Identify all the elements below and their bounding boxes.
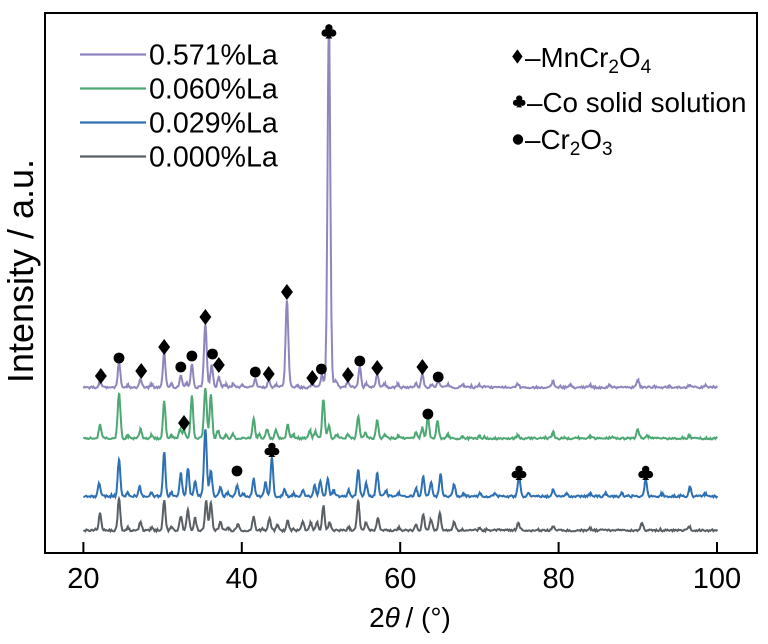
svg-text:40: 40 (226, 563, 258, 595)
svg-text:60: 60 (384, 563, 416, 595)
svg-text:2θ / (°): 2θ / (°) (369, 602, 451, 633)
svg-text:–MnCr2O4: –MnCr2O4 (525, 42, 652, 78)
svg-text:0.000%La: 0.000%La (149, 142, 278, 174)
svg-text:0.060%La: 0.060%La (149, 74, 278, 106)
svg-text:20: 20 (67, 563, 99, 595)
svg-text:Intensity / a.u.: Intensity / a.u. (0, 159, 41, 383)
svg-text:–Co solid solution: –Co solid solution (527, 87, 746, 118)
svg-text:80: 80 (542, 563, 574, 595)
svg-text:–Cr2O3: –Cr2O3 (525, 124, 613, 160)
svg-text:0.571%La: 0.571%La (149, 40, 278, 72)
svg-text:0.029%La: 0.029%La (149, 108, 278, 140)
svg-text:100: 100 (693, 563, 741, 595)
